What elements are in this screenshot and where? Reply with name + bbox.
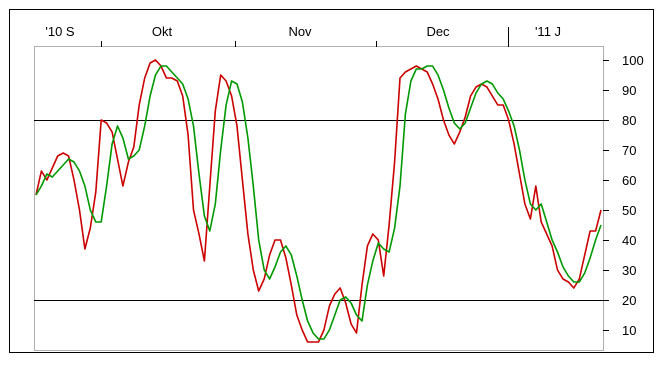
y-tick-label: 50 — [622, 203, 636, 218]
x-tick-label: Okt — [152, 24, 173, 39]
outer-border — [9, 9, 654, 353]
y-tick-label: 10 — [622, 323, 636, 338]
x-tick-label: '10 S — [45, 24, 75, 39]
y-tick-label: 70 — [622, 143, 636, 158]
y-tick-label: 40 — [622, 233, 636, 248]
y-tick-label: 80 — [622, 113, 636, 128]
x-tick-label: Dec — [426, 24, 450, 39]
plot-area-frame — [34, 46, 604, 351]
series-line-1 — [35, 59, 602, 343]
y-tick-label: 60 — [622, 173, 636, 188]
y-tick-label: 100 — [622, 53, 644, 68]
x-tick-label: Nov — [288, 24, 312, 39]
series-line-2 — [35, 65, 602, 340]
y-tick-label: 30 — [622, 263, 636, 278]
axis-layer: 100 90 80 70 60 50 40 30 20 10 '10 S Okt Nov Dec '11 J — [45, 24, 643, 338]
x-tick-label: '11 J — [535, 24, 561, 39]
y-tick-label: 90 — [622, 83, 636, 98]
plot-layer — [34, 46, 604, 351]
y-tick-label: 20 — [622, 293, 636, 308]
